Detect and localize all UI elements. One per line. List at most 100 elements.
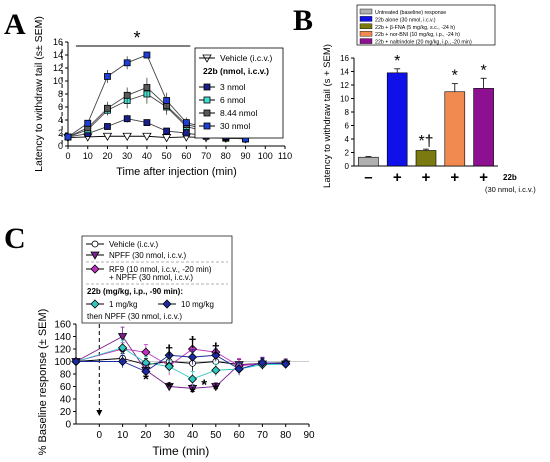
annotation-star: * xyxy=(394,53,400,70)
category-label: + xyxy=(450,169,459,186)
x-tick-label: 60 xyxy=(181,151,191,161)
x-axis-label: Time (min) xyxy=(152,444,209,458)
y-axis-label: Latency to withdraw tail (s± SEM) xyxy=(33,16,45,172)
legend-label: 30 nmol xyxy=(220,121,250,131)
y-tick-label: 160 xyxy=(54,320,71,331)
legend-marker xyxy=(90,251,100,260)
legend-label: 22b + nor-BNI (10 mg/kg, i.p., -24 h) xyxy=(375,32,460,38)
y-tick-label: 20 xyxy=(60,407,72,418)
y-tick-label: 60 xyxy=(60,382,72,393)
y-tick-label: 8 xyxy=(345,108,350,117)
legend-marker xyxy=(203,96,211,104)
y-tick-label: 0 xyxy=(58,141,63,151)
annotation-mark: * xyxy=(213,381,219,398)
y-tick-label: 2 xyxy=(58,128,63,138)
data-point xyxy=(187,374,198,384)
y-axis-label: % Baseline response (± SEM) xyxy=(37,309,49,456)
legend-label: 22b + β-FNA (5 mg/kg, s.c., -24 h) xyxy=(375,25,455,31)
legend-label: Vehicle (i.c.v.) xyxy=(220,53,272,63)
data-point xyxy=(143,51,151,59)
y-tick-label: 40 xyxy=(60,395,72,406)
y-tick-label: 4 xyxy=(345,135,350,144)
x-tick-label: 30 xyxy=(164,430,176,441)
data-point xyxy=(211,365,221,375)
injection-arrowhead xyxy=(96,410,103,416)
legend-swatch xyxy=(359,23,373,29)
legend-marker xyxy=(90,264,100,274)
x-tick-label: 100 xyxy=(258,151,273,161)
y-tick-label: 0 xyxy=(65,420,71,431)
y-tick-label: 16 xyxy=(53,37,63,47)
x-group-label: 22b xyxy=(503,173,517,182)
bar xyxy=(473,88,494,167)
data-point xyxy=(117,333,128,342)
annotation-star: * xyxy=(480,62,486,79)
panel-letter-a: A xyxy=(4,8,26,41)
y-tick-label: 0 xyxy=(345,162,350,171)
data-point xyxy=(164,383,174,392)
data-point xyxy=(163,97,171,104)
y-tick-label: 120 xyxy=(54,345,71,356)
y-tick-label: 12 xyxy=(53,63,63,73)
legend-label: Vehicle (i.c.v.) xyxy=(109,240,159,249)
panel-letter-c: C xyxy=(4,222,26,255)
annotation-mark: † xyxy=(188,334,196,351)
legend-swatch xyxy=(359,8,373,15)
y-tick-label: 12 xyxy=(340,81,349,90)
data-point xyxy=(164,350,174,360)
data-point xyxy=(161,134,172,143)
legend-swatch xyxy=(359,16,373,22)
annotation-mark: * xyxy=(190,384,196,401)
panel-a-chart: 0 10 20 30 40 50 60 70 80 90 100 110 0 2 4 6 8 10 12 14 16 Ti… xyxy=(33,16,292,178)
y-tick-label: 10 xyxy=(53,76,63,86)
data-point xyxy=(104,104,111,112)
legend-marker xyxy=(203,83,211,91)
y-tick-label: 8 xyxy=(58,89,63,99)
legend-label: 8.44 nmol xyxy=(220,108,257,118)
data-point xyxy=(163,127,171,135)
data-point xyxy=(143,84,151,91)
x-tick-label: 50 xyxy=(162,151,172,161)
legend-footer: then NPFF (30 nmol, i.c.v.) xyxy=(87,312,182,321)
bar xyxy=(386,72,408,167)
legend-box xyxy=(81,235,233,324)
data-point xyxy=(182,119,190,126)
legend-label: NPFF (30 nmol, i.c.v.) xyxy=(109,251,187,260)
bar xyxy=(444,91,466,167)
x-tick-label: 80 xyxy=(280,430,292,441)
series-line xyxy=(75,348,286,367)
data-point xyxy=(102,132,113,142)
category-label: – xyxy=(364,169,372,186)
category-label: + xyxy=(479,169,488,186)
x-tick-label: 0 xyxy=(65,151,70,161)
significance-star: * xyxy=(134,28,141,48)
x-tick-label: 10 xyxy=(83,151,93,161)
x-group-sublabel: (30 nmol, i.c.v.) xyxy=(485,185,536,194)
legend-swatch xyxy=(359,38,373,44)
bar xyxy=(415,150,437,167)
y-tick-label: 140 xyxy=(54,332,71,343)
data-point xyxy=(211,383,221,392)
panel-b-chart: 0 2 4 6 8 10 12 14 16 Latency to withdraw tail (s… xyxy=(322,4,536,194)
y-tick-label: 4 xyxy=(58,115,63,125)
data-point xyxy=(71,356,81,367)
panel-letter-b: B xyxy=(293,4,313,37)
data-point xyxy=(118,356,128,367)
x-tick-label: 90 xyxy=(241,151,251,161)
data-point xyxy=(257,358,267,368)
legend-label: + NPFF (30 nmol, i.c.v.) xyxy=(109,273,193,282)
y-tick-label: 14 xyxy=(340,68,349,77)
y-tick-label: 100 xyxy=(54,357,71,368)
legend-label: 22b + naltrindole (20 mg/kg, i.p., -20 m… xyxy=(375,40,472,46)
x-tick-label: 40 xyxy=(142,151,152,161)
data-point xyxy=(84,119,92,127)
legend-title: 22b (nmol, i.c.v.) xyxy=(203,66,269,76)
annotation-star: * xyxy=(452,68,458,85)
y-tick-label: 16 xyxy=(340,54,349,63)
legend-marker xyxy=(203,122,211,130)
x-tick-label: 80 xyxy=(221,151,231,161)
annotation-mark: * xyxy=(201,377,207,394)
data-point xyxy=(64,133,72,141)
data-point xyxy=(142,132,152,142)
